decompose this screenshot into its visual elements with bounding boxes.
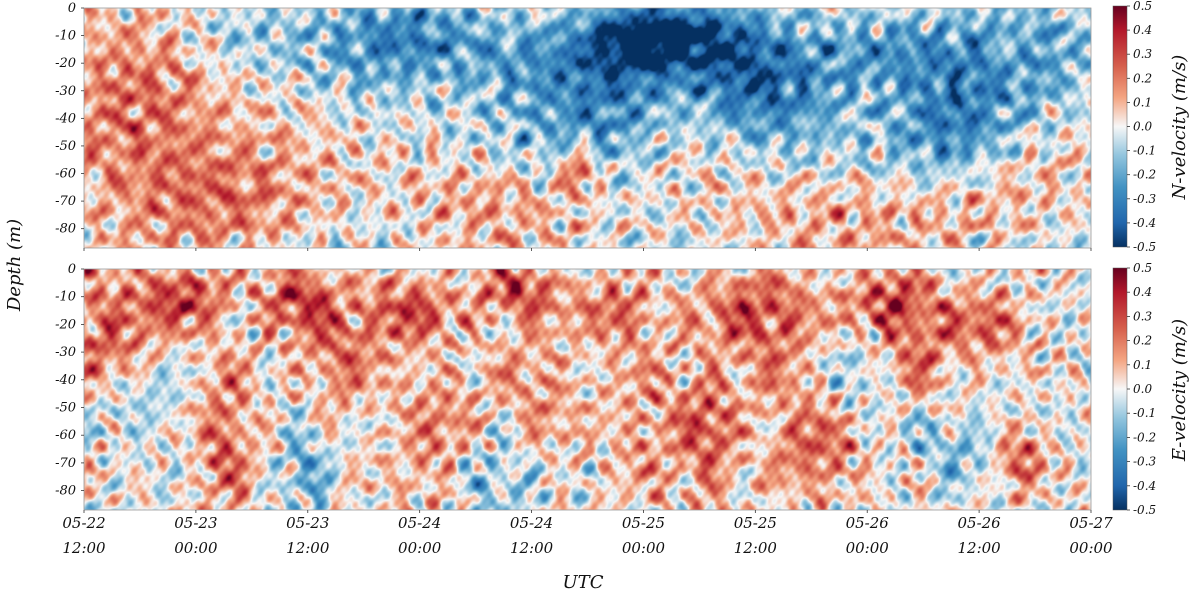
x-tick-time: 12:00 [286, 539, 330, 557]
colorbar-tick-label: -0.5 [1133, 503, 1156, 517]
e-velocity-heatmap [84, 269, 1091, 510]
y-axis-label: Depth (m) [4, 219, 25, 312]
colorbar-tick-label: -0.1 [1133, 406, 1156, 420]
colorbar-label: E-velocity (m/s) [1169, 319, 1190, 462]
colorbar-tick-label: 0.5 [1133, 0, 1152, 13]
y-tick-label: 0 [68, 1, 76, 16]
y-tick-label: -60 [55, 428, 76, 443]
plot-frame [83, 7, 1092, 249]
x-axis-tick-marks [83, 248, 1092, 251]
colorbar-tick-label: 0.4 [1133, 23, 1152, 37]
colorbar-ticks: 0.5 0.4 0.3 0.2 0.1 0.0 -0.1 -0.2 -0.3 -0.4 -0.5 [1127, 0, 1157, 254]
colorbar-tick-label: 0.5 [1133, 261, 1152, 275]
y-tick-label: -50 [55, 401, 76, 416]
x-tick-date: 05-23 [174, 514, 217, 532]
colorbar-tick-label: -0.5 [1133, 240, 1156, 254]
y-tick-label: -60 [55, 167, 76, 182]
colorbar-tick-label: -0.2 [1133, 430, 1156, 444]
colorbar-ticks: 0.5 0.4 0.3 0.2 0.1 0.0 -0.1 -0.2 -0.3 -0.4 -0.5 [1127, 261, 1157, 517]
colorbar-tick-label: -0.3 [1133, 455, 1157, 469]
y-tick-label: -80 [55, 484, 76, 499]
colorbar-tick-label: 0.3 [1133, 47, 1152, 61]
x-tick-time: 00:00 [398, 539, 442, 557]
colorbar-tick-label: 0.1 [1133, 95, 1152, 109]
colorbar-tick-label: 0.1 [1133, 358, 1152, 372]
colorbar-tick-label: 0.2 [1133, 71, 1152, 85]
x-tick-time: 12:00 [510, 539, 554, 557]
y-tick-label: -50 [55, 139, 76, 154]
panel-e-velocity: 0-10-20-30-40-50-60-70-80 0.50.40.30.20.… [55, 261, 1190, 517]
colorbar-tick-label: 0.2 [1133, 334, 1152, 348]
x-tick-date: 05-24 [398, 514, 441, 532]
y-tick-label: -30 [55, 84, 76, 99]
x-tick-time: 00:00 [846, 539, 890, 557]
x-tick-date: 05-25 [622, 514, 665, 532]
x-tick-time: 00:00 [1069, 539, 1113, 557]
colorbar-tick-label: 0.0 [1133, 382, 1152, 396]
x-tick-date: 05-27 [1069, 514, 1113, 532]
y-tick-label: -10 [55, 29, 76, 44]
x-tick-date: 05-23 [286, 514, 329, 532]
y-tick-label: -70 [55, 194, 76, 209]
x-tick-time: 12:00 [734, 539, 778, 557]
x-tick-date: 05-26 [846, 514, 890, 532]
x-tick-date: 05-25 [734, 514, 777, 532]
panel-n-velocity: 0-10-20-30-40-50-60-70-80 0.50.40.30.20.… [55, 0, 1190, 254]
colorbar-tick-label: 0.4 [1133, 285, 1152, 299]
x-tick-time: 12:00 [62, 539, 106, 557]
x-tick-date: 05-24 [510, 514, 553, 532]
x-tick-time: 00:00 [622, 539, 666, 557]
y-tick-label: 0 [68, 262, 76, 277]
x-tick-time: 00:00 [174, 539, 218, 557]
x-tick-time: 12:00 [957, 539, 1001, 557]
x-tick-date: 05-26 [957, 514, 1001, 532]
y-axis-ticks: 0 -10 -20 -30 -40 -50 -60 -70 -80 [55, 262, 84, 499]
colorbar-label: N-velocity (m/s) [1169, 55, 1190, 201]
colorbar-tick-label: 0.0 [1133, 120, 1152, 134]
y-tick-label: -10 [55, 290, 76, 305]
x-tick-date: 05-22 [62, 514, 105, 532]
n-velocity-heatmap [84, 8, 1091, 248]
y-tick-label: -80 [55, 222, 76, 237]
y-tick-label: -40 [55, 111, 76, 126]
y-tick-label: -40 [55, 373, 76, 388]
colorbar-tick-label: -0.1 [1133, 144, 1156, 158]
colorbar [1112, 5, 1128, 248]
colorbar-tick-label: -0.4 [1133, 216, 1156, 230]
colorbar-tick-label: -0.4 [1133, 479, 1156, 493]
y-tick-label: -30 [55, 345, 76, 360]
x-axis-label: UTC [563, 572, 604, 593]
y-axis-ticks: 0 -10 -20 -30 -40 -50 -60 -70 -80 [55, 1, 84, 237]
y-tick-label: -20 [55, 317, 76, 332]
y-tick-label: -20 [55, 56, 76, 71]
x-axis-tick-marks [83, 510, 1092, 513]
colorbar [1112, 267, 1128, 511]
y-tick-label: -70 [55, 456, 76, 471]
plot-frame [83, 268, 1092, 511]
colorbar-tick-label: 0.3 [1133, 309, 1152, 323]
colorbar-tick-label: -0.3 [1133, 192, 1157, 206]
colorbar-tick-label: -0.2 [1133, 168, 1156, 182]
x-axis-tick-labels: 05-22 12:00 05-23 00:00 05-23 12:00 05-24 00:00… [62, 514, 1113, 557]
